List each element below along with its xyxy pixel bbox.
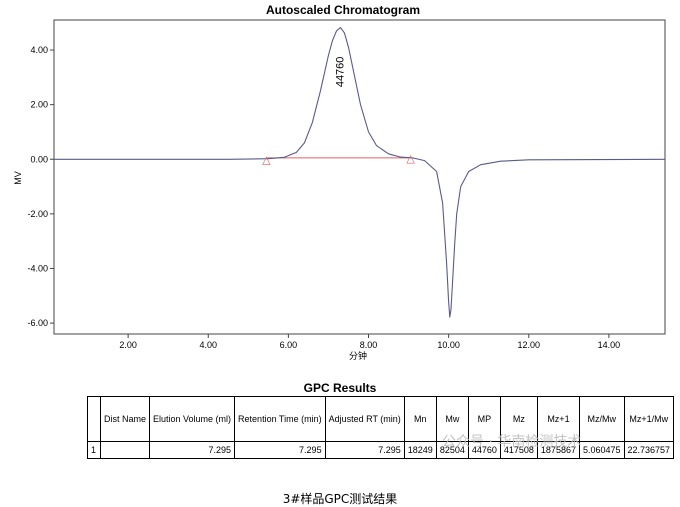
header-cell: Dist Name xyxy=(99,396,151,442)
x-tick-label: 8.00 xyxy=(360,340,378,350)
header-cell: MP xyxy=(467,396,501,442)
watermark: 公众号 · 华南检测技术 xyxy=(442,434,582,450)
y-tick-label: -6.00 xyxy=(27,318,48,328)
table-cell: 18249 xyxy=(403,441,437,459)
x-tick-label: 2.00 xyxy=(119,340,137,350)
x-tick-label: 12.00 xyxy=(518,340,541,350)
table-cell: 1 xyxy=(87,441,101,459)
table-cell xyxy=(99,441,151,459)
table-cell: 1875867 xyxy=(536,441,580,459)
x-axis-label: 分钟 xyxy=(349,350,367,361)
results-header-row: Dist Name Elution Volume (ml) Retention Ti… xyxy=(87,396,675,442)
table-cell: 7.295 xyxy=(324,441,405,459)
y-tick-label: 2.00 xyxy=(30,100,48,110)
y-tick-label: -2.00 xyxy=(27,209,48,219)
header-cell: Mn xyxy=(403,396,437,442)
header-cell xyxy=(87,396,101,442)
results-body: 1 7.295 7.295 7.295 18249 82504 44760 417508 187… xyxy=(87,441,675,459)
header-cell: Adjusted RT (min) xyxy=(324,396,405,442)
y-tick-label: 0.00 xyxy=(30,154,48,164)
table-cell: 22.736757 xyxy=(623,441,675,459)
header-cell: Mz+1/Mw xyxy=(623,396,675,442)
results-title: GPC Results xyxy=(303,381,377,395)
header-cell: Mz xyxy=(499,396,538,442)
table-cell: 417508 xyxy=(499,441,538,459)
table-cell: 7.295 xyxy=(234,441,326,459)
table-row: 1 7.295 7.295 7.295 18249 82504 44760 417508 187… xyxy=(87,441,675,459)
baseline-marker: △ xyxy=(262,154,271,166)
x-tick-label: 6.00 xyxy=(280,340,298,350)
header-cell: Mz/Mw xyxy=(578,396,625,442)
x-tick-label: 10.00 xyxy=(437,340,460,350)
y-tick-label: 4.00 xyxy=(30,45,48,55)
y-axis-label: MV xyxy=(13,171,23,185)
figure-caption: 3#样品GPC测试结果 xyxy=(282,492,398,506)
gpc-results-table: Dist Name Elution Volume (ml) Retention Ti… xyxy=(87,396,675,459)
axis-tick-labels: 2.00 4.00 6.00 8.00 10.00 12.00 14.00 4.00 2.00 0… xyxy=(27,45,620,350)
baseline-marker: △ xyxy=(406,153,415,165)
x-tick-label: 4.00 xyxy=(199,340,217,350)
chart-title: Autoscaled Chromatogram xyxy=(266,3,420,17)
header-cell: Elution Volume (ml) xyxy=(149,396,236,442)
peak-label: 44760 xyxy=(334,57,346,88)
annotation-layer: 44760 △ △ xyxy=(262,57,415,167)
table-cell: 5.060475 xyxy=(578,441,625,459)
axis-ticks xyxy=(50,49,610,338)
y-tick-label: -4.00 xyxy=(27,263,48,273)
table-cell: 7.295 xyxy=(149,441,236,459)
x-tick-label: 14.00 xyxy=(598,340,621,350)
plot-frame xyxy=(53,19,666,335)
series-layer xyxy=(54,27,666,318)
series-line-0 xyxy=(54,27,666,318)
chromatogram-chart: Autoscaled Chromatogram 2.00 4.00 6.00 8.00… xyxy=(13,3,666,361)
header-cell: Retention Time (min) xyxy=(234,396,326,442)
